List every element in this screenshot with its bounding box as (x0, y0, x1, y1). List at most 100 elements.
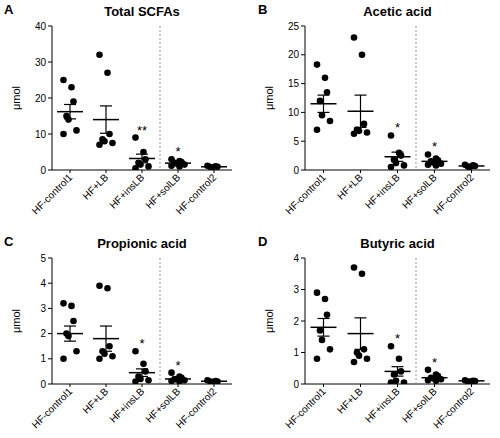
y-tick-label: 15 (288, 78, 300, 89)
error-stem (69, 104, 70, 118)
data-point (391, 371, 398, 378)
data-point (361, 121, 368, 128)
x-tick-label: HF-control2 (431, 171, 476, 216)
x-tick (434, 384, 435, 387)
error-cap (318, 95, 330, 96)
data-point (388, 164, 395, 170)
mean-line (422, 377, 448, 379)
title: Propionic acid (97, 236, 187, 251)
error-stem (141, 369, 142, 377)
x-tick (142, 170, 143, 173)
y-tick (48, 62, 52, 63)
y-tick-label: 0 (293, 165, 299, 176)
error-cap (466, 380, 478, 381)
error-bar (136, 154, 148, 163)
x-tick (106, 384, 107, 387)
data-point (73, 348, 80, 355)
error-cap (429, 162, 441, 163)
data-point (168, 369, 175, 376)
panel: DButyric acidμmol01234HF-control1HF+LBHF… (258, 234, 490, 430)
x-tick-label: HF-control1 (283, 385, 328, 430)
data-point (398, 152, 405, 159)
data-point (60, 356, 67, 363)
error-cap (466, 165, 478, 166)
x-tick-label: HF-control2 (174, 171, 219, 216)
y-tick (48, 358, 52, 359)
x-tick (434, 170, 435, 173)
mean-line (201, 166, 227, 168)
error-stem (397, 367, 398, 376)
mean-line (165, 378, 191, 380)
x-tick-label: HF+solLB (400, 171, 439, 210)
y-tick (48, 308, 52, 309)
panel-label: A (4, 2, 14, 17)
y-tick-label: 1 (293, 347, 299, 358)
data-point (68, 303, 75, 310)
error-cap (429, 378, 441, 379)
error-cap (208, 166, 220, 167)
data-point (317, 327, 324, 334)
y-tick (301, 141, 305, 142)
y-tick-label: 1 (40, 353, 46, 364)
y-tick (301, 170, 305, 171)
data-point (60, 300, 67, 307)
x-tick-label: HF+insLB (363, 171, 402, 210)
group-separator (160, 26, 161, 170)
y-tick (301, 54, 305, 55)
y-axis-label: μmol (10, 309, 22, 333)
y-tick-label: 40 (35, 21, 47, 32)
data-point (132, 348, 139, 355)
panel-label: B (258, 2, 267, 17)
error-bar (392, 152, 404, 161)
x-tick-label: HF+insLB (107, 171, 146, 210)
error-stem (360, 95, 361, 127)
x-tick-label: HF+LB (335, 385, 365, 415)
error-stem (397, 152, 398, 161)
data-point (327, 118, 334, 125)
data-point (327, 346, 334, 353)
mean-line (422, 161, 448, 163)
x-tick (360, 384, 361, 387)
x-tick (214, 384, 215, 387)
error-cap (100, 133, 112, 134)
error-stem (105, 326, 106, 351)
data-point (109, 353, 116, 360)
plot-area (311, 34, 485, 170)
data-point (314, 126, 321, 133)
x-tick (70, 170, 71, 173)
y-tick (48, 134, 52, 135)
error-cap (172, 164, 184, 165)
error-stem (69, 326, 70, 341)
error-bar (355, 318, 367, 350)
error-bar (100, 326, 112, 351)
y-tick-label: 2 (293, 316, 299, 327)
x-tick-label: HF-control1 (30, 171, 75, 216)
data-point (319, 337, 326, 344)
error-cap (64, 341, 76, 342)
x-tick-label: HF-control2 (431, 385, 476, 430)
data-point (351, 34, 358, 41)
significance: * (432, 139, 437, 154)
error-cap (64, 118, 76, 119)
y-tick-label: 5 (293, 136, 299, 147)
error-bar (208, 380, 220, 382)
y-axis-label: μmol (263, 309, 275, 333)
error-bar (429, 160, 441, 163)
x-tick-label: HF+LB (80, 385, 110, 415)
x-tick (70, 384, 71, 387)
data-point (145, 163, 152, 170)
x-tick (178, 384, 179, 387)
error-bar (172, 162, 184, 164)
y-tick-label: 0 (40, 379, 46, 390)
data-point (96, 282, 103, 289)
error-cap (466, 381, 478, 382)
y-tick (301, 321, 305, 322)
data-point (145, 377, 152, 384)
error-cap (100, 351, 112, 352)
y-tick-label: 20 (35, 93, 47, 104)
panel: ATotal SCFAsμmol010203040HF-control1HF+L… (4, 2, 232, 216)
data-point (70, 318, 77, 325)
y-tick-label: 5 (40, 253, 46, 264)
panel-label: C (4, 234, 14, 249)
error-cap (100, 105, 112, 106)
